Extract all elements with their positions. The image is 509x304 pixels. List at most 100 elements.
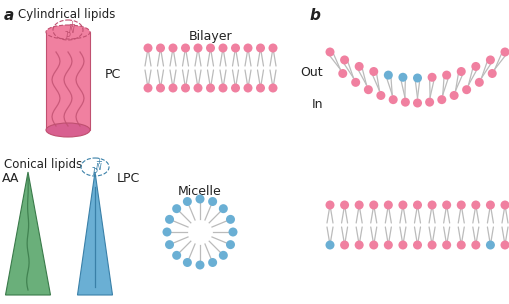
Polygon shape	[6, 172, 50, 295]
Circle shape	[376, 91, 385, 100]
Circle shape	[485, 201, 494, 209]
Circle shape	[183, 258, 191, 267]
Text: b: b	[309, 8, 320, 23]
Circle shape	[183, 197, 191, 206]
Circle shape	[369, 201, 378, 209]
Circle shape	[231, 43, 240, 53]
Circle shape	[243, 43, 252, 53]
Circle shape	[499, 47, 508, 57]
Circle shape	[156, 43, 165, 53]
Circle shape	[499, 240, 508, 250]
Circle shape	[172, 204, 181, 213]
Circle shape	[354, 62, 363, 71]
Circle shape	[383, 201, 392, 209]
Circle shape	[470, 240, 479, 250]
Circle shape	[181, 84, 190, 92]
Circle shape	[193, 43, 202, 53]
Circle shape	[441, 240, 450, 250]
Circle shape	[218, 204, 228, 213]
Circle shape	[398, 240, 407, 250]
Circle shape	[412, 74, 421, 82]
Circle shape	[456, 201, 465, 209]
Circle shape	[441, 201, 450, 209]
Circle shape	[470, 62, 479, 71]
Circle shape	[383, 240, 392, 250]
Circle shape	[461, 85, 470, 94]
Text: AA: AA	[2, 172, 19, 185]
Circle shape	[441, 71, 450, 80]
Circle shape	[268, 84, 277, 92]
Circle shape	[351, 78, 359, 87]
Circle shape	[225, 240, 235, 249]
Text: a: a	[4, 8, 14, 23]
Text: N: N	[69, 26, 75, 35]
Circle shape	[412, 201, 421, 209]
Circle shape	[369, 240, 378, 250]
Circle shape	[231, 84, 240, 92]
Circle shape	[162, 227, 171, 237]
Circle shape	[165, 240, 174, 249]
Circle shape	[156, 84, 165, 92]
Bar	[46, 32, 90, 130]
Text: LPC: LPC	[117, 172, 140, 185]
Circle shape	[225, 215, 235, 224]
Text: Micelle: Micelle	[178, 185, 221, 198]
Text: Out: Out	[300, 65, 322, 78]
Text: N: N	[96, 163, 102, 172]
Circle shape	[485, 240, 494, 250]
Circle shape	[256, 43, 265, 53]
Text: In: In	[311, 98, 322, 112]
Circle shape	[325, 240, 334, 250]
Circle shape	[165, 215, 174, 224]
Circle shape	[427, 240, 436, 250]
Circle shape	[168, 43, 177, 53]
Text: -: -	[64, 26, 68, 36]
Text: -: -	[91, 162, 95, 172]
Circle shape	[340, 201, 348, 209]
Circle shape	[363, 85, 372, 94]
Circle shape	[325, 47, 334, 57]
Circle shape	[168, 84, 177, 92]
Ellipse shape	[46, 25, 90, 39]
Circle shape	[474, 78, 483, 87]
Circle shape	[470, 201, 479, 209]
Circle shape	[206, 84, 215, 92]
Circle shape	[193, 84, 202, 92]
Circle shape	[398, 73, 407, 82]
Circle shape	[337, 69, 347, 78]
Circle shape	[436, 95, 445, 104]
Circle shape	[383, 71, 392, 80]
Circle shape	[228, 227, 237, 237]
Circle shape	[340, 240, 348, 250]
Circle shape	[195, 261, 204, 270]
Circle shape	[243, 84, 252, 92]
Circle shape	[456, 240, 465, 250]
Text: P: P	[93, 168, 97, 177]
Circle shape	[208, 197, 217, 206]
Text: P: P	[66, 32, 70, 41]
Circle shape	[195, 195, 204, 203]
Polygon shape	[77, 172, 112, 295]
Text: Conical lipids: Conical lipids	[4, 158, 82, 171]
Circle shape	[412, 240, 421, 250]
Circle shape	[143, 84, 152, 92]
Circle shape	[218, 43, 227, 53]
Circle shape	[256, 84, 265, 92]
Text: Bilayer: Bilayer	[188, 30, 232, 43]
Circle shape	[172, 251, 181, 260]
Circle shape	[143, 43, 152, 53]
Circle shape	[340, 55, 348, 64]
Circle shape	[218, 251, 228, 260]
Ellipse shape	[46, 123, 90, 137]
Circle shape	[388, 95, 397, 104]
Circle shape	[427, 73, 436, 82]
Circle shape	[354, 201, 363, 209]
Circle shape	[456, 67, 465, 76]
Circle shape	[485, 55, 494, 64]
Circle shape	[412, 98, 421, 108]
Circle shape	[369, 67, 378, 76]
Circle shape	[427, 201, 436, 209]
Circle shape	[206, 43, 215, 53]
Text: +: +	[95, 157, 102, 166]
Circle shape	[400, 98, 409, 107]
